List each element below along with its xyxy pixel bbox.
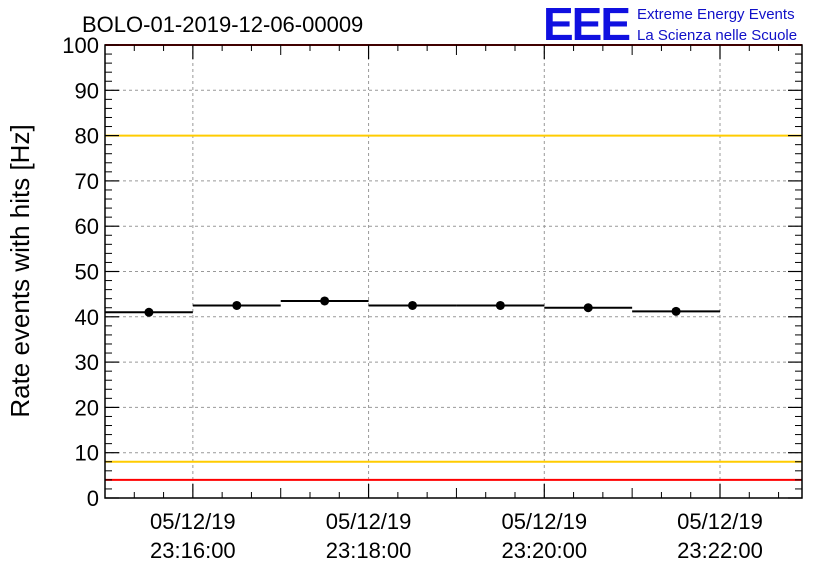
x-tick-time: 23:16:00 [150, 538, 236, 563]
data-point [232, 300, 242, 310]
plot-frame [104, 44, 803, 499]
logo-line-2: La Scienza nelle Scuole [637, 27, 797, 44]
data-point [144, 307, 154, 317]
logo-mark: EEE [543, 0, 629, 50]
x-tick-time: 23:18:00 [326, 538, 412, 563]
x-tick-date: 05/12/19 [326, 509, 412, 534]
x-tick-labels: 05/12/19 23:16:00 05/12/19 23:18:00 05/12/19… [150, 509, 763, 563]
y-axis-label: Rate events with hits [Hz] [5, 124, 35, 417]
x-tick-date: 05/12/19 [150, 509, 236, 534]
logo-line-1: Extreme Energy Events [637, 6, 795, 23]
y-tick-label: 50 [75, 260, 99, 285]
eee-logo: EEE Extreme Energy Events La Scienza nel… [543, 0, 797, 50]
data-point [583, 303, 593, 313]
y-tick-label: 60 [75, 214, 99, 239]
x-tick-date: 05/12/19 [501, 509, 587, 534]
data-point [671, 306, 681, 316]
y-tick-label: 40 [75, 305, 99, 330]
x-tick-time: 23:20:00 [501, 538, 587, 563]
data-point [320, 296, 330, 306]
y-tick-label: 10 [75, 441, 99, 466]
chart-title: BOLO-01-2019-12-06-00009 [82, 12, 363, 37]
y-tick-labels: 0 10 20 30 40 50 60 70 80 90 100 [62, 33, 99, 511]
data-point [495, 300, 505, 310]
x-tick-time: 23:22:00 [677, 538, 763, 563]
y-tick-label: 30 [75, 350, 99, 375]
grid [105, 45, 802, 498]
y-tick-label: 20 [75, 395, 99, 420]
y-tick-label: 90 [75, 78, 99, 103]
y-tick-label: 100 [62, 33, 99, 58]
y-tick-label: 80 [75, 124, 99, 149]
data-point [408, 300, 417, 310]
y-tick-label: 70 [75, 169, 99, 194]
y-tick-label: 0 [87, 486, 99, 511]
data-points [105, 296, 720, 317]
reference-lines [105, 44, 802, 481]
x-tick-date: 05/12/19 [677, 509, 763, 534]
